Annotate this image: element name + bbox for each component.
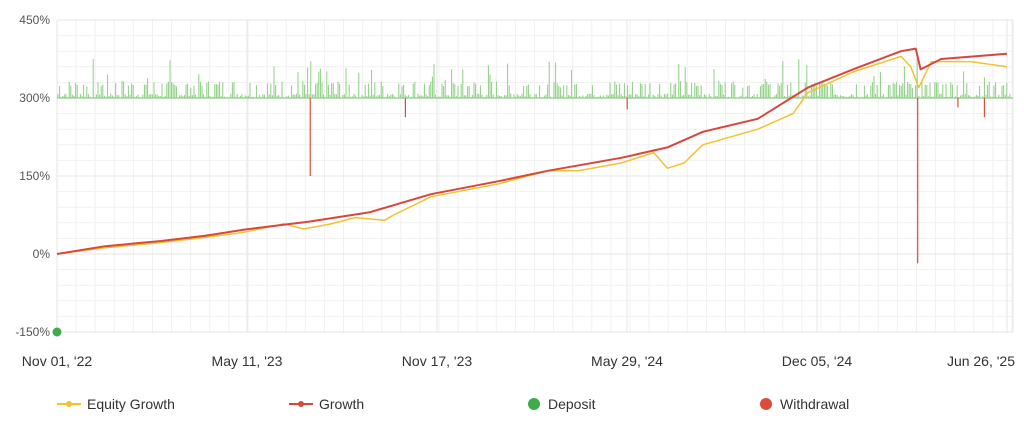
chart-canvas: 450% 300% 150% 0% -150% Nov 01, '22 May 11, '2… <box>15 13 1015 369</box>
equity-growth-swatch-icon <box>57 397 81 411</box>
legend-equity-growth[interactable]: Equity Growth <box>57 392 175 416</box>
y-tick-label: 450% <box>19 13 50 27</box>
y-tick-label: 150% <box>19 169 50 183</box>
x-tick-label: May 11, '23 <box>212 353 283 369</box>
chart-legend: Equity Growth Growth Deposit Withdrawal <box>0 392 1024 416</box>
legend-withdrawal[interactable]: Withdrawal <box>758 392 849 416</box>
x-tick-label: Dec 05, '24 <box>782 353 853 369</box>
deposit-marker <box>52 327 62 337</box>
growth-swatch-icon <box>289 397 313 411</box>
x-tick-label: Nov 17, '23 <box>402 353 473 369</box>
growth-line <box>56 47 1008 255</box>
x-tick-label: Jun 26, '25 <box>947 353 1015 369</box>
legend-growth-label: Growth <box>319 396 365 412</box>
withdrawal-dot-icon <box>760 398 772 410</box>
x-tick-label: May 29, '24 <box>591 353 663 369</box>
deposit-dot-icon <box>528 398 540 410</box>
y-tick-label: 0% <box>33 247 51 261</box>
y-tick-label: -150% <box>15 325 50 339</box>
legend-equity-growth-label: Equity Growth <box>87 396 175 412</box>
legend-deposit-label: Deposit <box>548 396 596 412</box>
y-tick-label: 300% <box>19 91 50 105</box>
legend-growth[interactable]: Growth <box>289 392 364 416</box>
legend-withdrawal-label: Withdrawal <box>780 396 850 412</box>
legend-deposit[interactable]: Deposit <box>526 392 595 416</box>
x-tick-label: Nov 01, '22 <box>22 353 93 369</box>
